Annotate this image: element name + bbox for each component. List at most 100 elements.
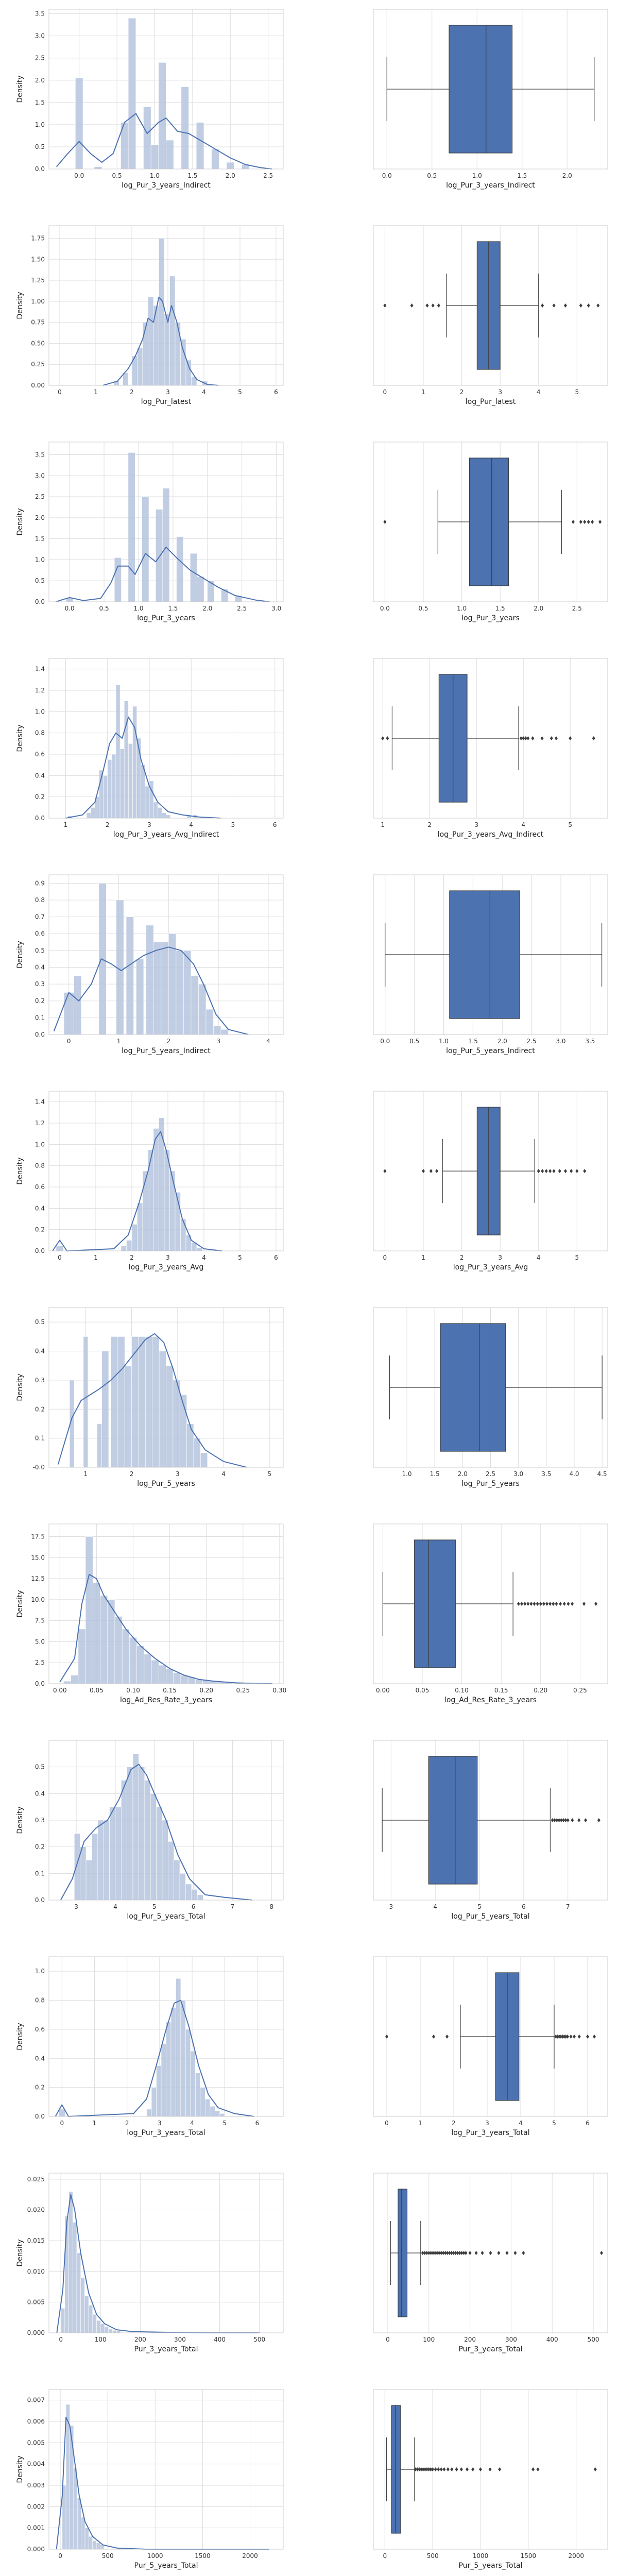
- histogram-bar: [176, 950, 184, 1035]
- histogram-bar: [86, 812, 91, 819]
- outlier-point: [573, 2035, 576, 2039]
- outlier-point: [555, 1602, 558, 1606]
- outlier-point: [594, 1602, 598, 1606]
- boxplot-log-pur-3-years-avg: 0 1 2 3 4 5 log_Pur_3_years_Avg: [373, 1091, 608, 1272]
- y-tick-label: 0.015: [27, 2237, 45, 2244]
- y-tick-label: 1.0: [35, 708, 45, 715]
- histogram-bar: [193, 1438, 201, 1468]
- x-tick-label: 3: [474, 821, 478, 828]
- outlier-point: [437, 2251, 441, 2255]
- x-tick-label: 6: [522, 1903, 526, 1910]
- x-tick-label: 4: [190, 2120, 194, 2127]
- outlier-point: [575, 1169, 579, 1173]
- outlier-point: [383, 1169, 387, 1173]
- histogram-bar: [176, 536, 184, 602]
- y-axis-label: Density: [16, 1806, 24, 1834]
- x-tick-label: 1.0: [150, 172, 160, 179]
- y-axis-label: Density: [16, 292, 24, 319]
- histogram-bar: [80, 2277, 85, 2333]
- outlier-point: [553, 1818, 556, 1822]
- histogram-bar: [103, 1820, 110, 1901]
- histogram-bar: [132, 1753, 139, 1901]
- outlier-point: [443, 2251, 447, 2255]
- histogram-bar: [114, 557, 122, 602]
- x-tick-label: 2.5: [527, 1038, 537, 1045]
- histogram-bar: [72, 2222, 77, 2333]
- outlier-point: [454, 2251, 457, 2255]
- y-tick-label: 2.5: [35, 55, 45, 62]
- kde-curve: [102, 296, 219, 386]
- outlier-point: [536, 2467, 540, 2471]
- outlier-point: [425, 303, 429, 308]
- boxplot-log-pur-5-years-indirect: 0.0 0.5 1.0 1.5 2.0 2.5 3.0 3.5 log_Pur_5_years_…: [373, 874, 608, 1055]
- outlier-point: [435, 2251, 439, 2255]
- histogram-log-pur-5-years-indirect: 0 1 2 3 4 0.0 0.1 0.2 0.3 0.4 0.5 0.6 0.7 0.8 0.9 Densi…: [16, 874, 284, 1055]
- histogram-bar: [162, 812, 166, 819]
- x-tick-label: 1500: [521, 2552, 537, 2560]
- outlier-point: [423, 2467, 427, 2471]
- histogram-bar: [100, 2545, 105, 2550]
- x-axis-label: log_Pur_3_years: [137, 614, 195, 622]
- histogram-bar: [142, 322, 148, 386]
- x-tick-label: 1: [93, 2120, 97, 2127]
- histogram-bar: [84, 2296, 89, 2333]
- x-tick-label: 4: [537, 1254, 541, 1261]
- outlier-point: [583, 520, 587, 524]
- outlier-point: [554, 2035, 558, 2039]
- outlier-point: [505, 2251, 509, 2255]
- histogram-bar: [161, 942, 169, 1035]
- histogram-bar: [127, 1767, 133, 1901]
- x-tick-label: 2.0: [458, 1470, 468, 1478]
- outlier-point: [537, 1169, 540, 1173]
- x-tick-label: 1.0: [402, 1470, 411, 1478]
- histogram-bar: [81, 2517, 85, 2550]
- y-tick-label: 3.0: [35, 472, 45, 479]
- histogram-bar: [143, 107, 151, 170]
- outlier-point: [519, 736, 523, 740]
- histogram-bar: [108, 2329, 113, 2333]
- histogram-bar: [96, 2543, 100, 2550]
- outlier-point: [554, 736, 558, 740]
- outlier-point: [569, 736, 572, 740]
- histogram-bar: [159, 1351, 166, 1468]
- outlier-point: [526, 736, 530, 740]
- outlier-point: [552, 1169, 556, 1173]
- y-tick-label: 15.0: [31, 1554, 45, 1561]
- x-tick-label: 3: [166, 388, 170, 396]
- histogram-bar: [80, 1846, 87, 1901]
- x-tick-label: 3: [166, 1254, 170, 1261]
- y-tick-label: 2.0: [35, 514, 45, 521]
- histogram-bar: [117, 1336, 125, 1468]
- outlier-point: [455, 2467, 458, 2471]
- y-tick-label: 0.4: [35, 963, 45, 971]
- x-tick-label: 1000: [473, 2552, 489, 2560]
- outlier-point: [427, 2251, 431, 2255]
- histogram-bar: [74, 1833, 80, 1901]
- y-tick-label: 0.5: [35, 1318, 45, 1326]
- outlier-point: [562, 1602, 566, 1606]
- plot-frame: [48, 9, 284, 170]
- x-axis-label: Pur_5_years_Total: [134, 2562, 198, 2570]
- y-axis-label: Density: [16, 2023, 24, 2050]
- y-tick-label: 0.0: [35, 1247, 45, 1255]
- y-axis-label: Density: [16, 941, 24, 968]
- outlier-point: [414, 2467, 417, 2471]
- x-axis-label: log_Pur_5_years_Total: [451, 1912, 529, 1921]
- histogram-bar: [119, 749, 125, 819]
- x-tick-label: 0: [59, 2336, 63, 2343]
- y-tick-label: 0.2: [35, 793, 45, 801]
- y-tick-label: 0.006: [27, 2418, 45, 2425]
- outlier-point: [431, 2467, 435, 2471]
- outlier-point: [425, 2467, 428, 2471]
- outlier-point: [468, 2251, 472, 2255]
- y-tick-label: 0.0: [35, 815, 45, 822]
- outlier-point: [526, 1602, 530, 1606]
- x-axis-label: log_Ad_Res_Rate_3_years: [444, 1696, 537, 1704]
- x-tick-label: 0.10: [126, 1687, 140, 1694]
- x-tick-label: 0.10: [455, 1687, 469, 1694]
- outlier-point: [559, 1602, 562, 1606]
- outlier-point: [416, 2467, 419, 2471]
- y-tick-label: 0.0: [35, 1031, 45, 1038]
- x-tick-label: 2.5: [486, 1470, 495, 1478]
